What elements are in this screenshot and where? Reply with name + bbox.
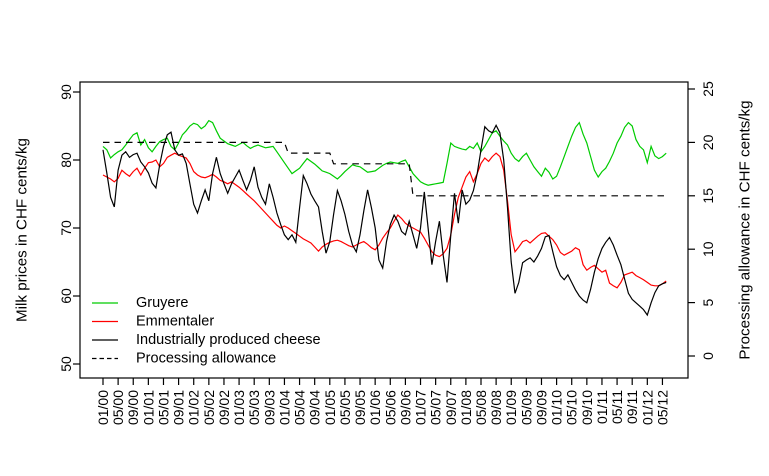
y-axis-left-title: Milk prices in CHF cents/kg bbox=[14, 138, 31, 322]
x-tick-label: 01/05 bbox=[322, 390, 338, 425]
x-tick-label: 01/12 bbox=[639, 390, 655, 425]
y-left-tick-label: 80 bbox=[58, 152, 74, 168]
x-tick-label: 09/00 bbox=[125, 390, 141, 425]
x-tick-label: 05/01 bbox=[155, 390, 171, 425]
y-axis-right: 0 5 10 15 20 25 Processing allowance in CHF ce… bbox=[688, 81, 754, 360]
series-line-emmentaler bbox=[102, 152, 667, 289]
legend-label-gruyere: Gruyere bbox=[136, 295, 188, 311]
x-tick-label: 05/11 bbox=[609, 390, 625, 424]
series-line-processing-allowance bbox=[103, 141, 667, 197]
y-left-tick-label: 50 bbox=[58, 356, 74, 372]
y-right-tick-label: 5 bbox=[700, 298, 716, 306]
y-right-tick-label: 20 bbox=[700, 134, 716, 150]
x-tick-label: 05/08 bbox=[473, 390, 489, 425]
x-tick-label: 09/10 bbox=[579, 390, 595, 425]
x-tick-label: 05/10 bbox=[564, 390, 580, 425]
x-tick-label: 01/00 bbox=[95, 390, 111, 425]
x-tick-label: 05/07 bbox=[428, 390, 444, 425]
x-tick-label: 05/04 bbox=[292, 390, 308, 425]
x-tick-label: 09/01 bbox=[171, 390, 187, 425]
x-tick-label: 05/09 bbox=[518, 390, 534, 425]
x-tick-label: 09/11 bbox=[624, 390, 640, 424]
x-tick-label: 09/08 bbox=[488, 390, 504, 425]
x-tick-label: 01/01 bbox=[140, 390, 156, 425]
x-tick-label: 09/03 bbox=[261, 390, 277, 425]
series-line-industrially-produced-cheese bbox=[102, 123, 667, 317]
x-axis: 01/00 05/00 09/00 01/01 05/01 09/01 01/02 05/02… bbox=[95, 378, 670, 425]
x-tick-label: 09/07 bbox=[443, 390, 459, 425]
legend: Gruyere Emmentaler Industrially produced c… bbox=[92, 295, 321, 367]
y-right-tick-label: 15 bbox=[700, 188, 716, 204]
y-right-tick-label: 10 bbox=[700, 241, 716, 257]
y-right-tick-label: 25 bbox=[700, 81, 716, 97]
x-tick-label: 01/10 bbox=[549, 390, 565, 425]
legend-label-industrially-produced-cheese: Industrially produced cheese bbox=[136, 332, 321, 348]
x-tick-label: 05/02 bbox=[201, 390, 217, 425]
x-tick-label: 01/04 bbox=[276, 390, 292, 425]
y-left-tick-label: 90 bbox=[58, 84, 74, 100]
x-tick-label: 01/06 bbox=[367, 390, 383, 425]
x-tick-label: 05/06 bbox=[382, 390, 398, 425]
y-left-tick-label: 70 bbox=[58, 220, 74, 236]
x-tick-label: 05/12 bbox=[654, 390, 670, 425]
legend-label-processing-allowance: Processing allowance bbox=[136, 351, 276, 367]
x-tick-label: 05/00 bbox=[110, 390, 126, 425]
series-line-gruyere bbox=[102, 119, 667, 186]
x-tick-label: 09/04 bbox=[307, 390, 323, 425]
x-tick-label: 09/06 bbox=[397, 390, 413, 425]
legend-label-emmentaler: Emmentaler bbox=[136, 314, 214, 330]
x-tick-label: 09/05 bbox=[352, 390, 368, 425]
x-tick-label: 01/02 bbox=[186, 390, 202, 425]
x-tick-label: 09/02 bbox=[216, 390, 232, 425]
y-axis-right-title: Processing allowance in CHF cents/kg bbox=[737, 100, 754, 359]
plot-box bbox=[79, 81, 689, 379]
x-tick-label: 09/09 bbox=[533, 390, 549, 425]
x-tick-label: 01/09 bbox=[503, 390, 519, 425]
x-tick-label: 05/03 bbox=[246, 390, 262, 425]
y-right-tick-label: 0 bbox=[700, 352, 716, 360]
x-tick-label: 05/05 bbox=[337, 390, 353, 425]
y-axis-left: 50 60 70 80 90 Milk prices in CHF cents/kg bbox=[14, 84, 80, 372]
x-tick-label: 01/03 bbox=[231, 390, 247, 425]
x-tick-label: 01/11 bbox=[594, 390, 610, 424]
x-tick-label: 01/07 bbox=[413, 390, 429, 425]
y-left-tick-label: 60 bbox=[58, 288, 74, 304]
x-tick-label: 01/08 bbox=[458, 390, 474, 425]
